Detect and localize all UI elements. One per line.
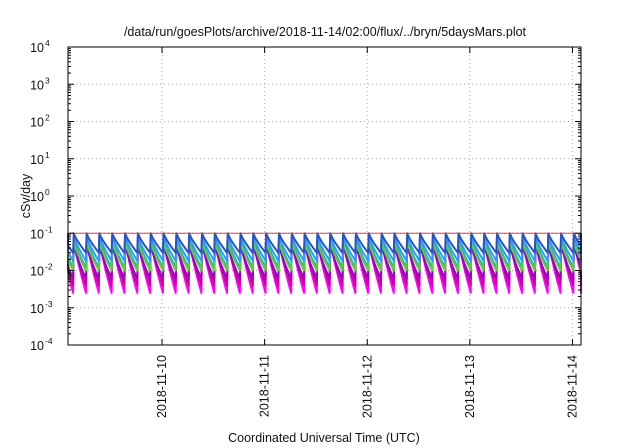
y-tick-exponent: 1 bbox=[45, 150, 50, 160]
x-tick-label: 2018-11-12 bbox=[360, 355, 374, 418]
series-line bbox=[67, 240, 582, 287]
y-tick-label: 10 bbox=[30, 153, 44, 167]
y-tick-label: 10 bbox=[30, 265, 44, 279]
y-tick-exponent: 3 bbox=[45, 75, 50, 85]
y-tick-label: 10 bbox=[30, 339, 44, 353]
y-tick-exponent: -1 bbox=[45, 224, 53, 234]
y-tick-exponent: -2 bbox=[45, 262, 53, 272]
series-line bbox=[67, 240, 582, 272]
x-tick-label: 2018-11-14 bbox=[565, 355, 579, 418]
y-tick-exponent: 4 bbox=[45, 38, 50, 48]
y-tick-label: 10 bbox=[30, 41, 44, 55]
y-tick-label: 10 bbox=[30, 302, 44, 316]
x-tick-label: 2018-11-13 bbox=[463, 355, 477, 418]
y-tick-label: 10 bbox=[30, 227, 44, 241]
y-tick-label: 10 bbox=[30, 190, 44, 204]
series-line bbox=[67, 232, 582, 254]
series-line bbox=[67, 243, 582, 280]
series-layer bbox=[67, 232, 582, 294]
x-axis-label: Coordinated Universal Time (UTC) bbox=[228, 431, 420, 445]
y-tick-exponent: -3 bbox=[45, 299, 53, 309]
x-tick-label: 2018-11-11 bbox=[258, 355, 272, 417]
y-tick-exponent: -4 bbox=[45, 336, 53, 346]
y-tick-label: 10 bbox=[30, 116, 44, 130]
chart-title: /data/run/goesPlots/archive/2018-11-14/0… bbox=[124, 25, 527, 39]
series-line bbox=[67, 234, 582, 262]
x-tick-label: 2018-11-10 bbox=[155, 355, 169, 418]
y-tick-exponent: 0 bbox=[45, 187, 50, 197]
y-axis-label: cSv/day bbox=[19, 173, 33, 218]
y-tick-exponent: 2 bbox=[45, 113, 50, 123]
y-tick-label: 10 bbox=[30, 78, 44, 92]
grid-layer bbox=[68, 47, 581, 345]
